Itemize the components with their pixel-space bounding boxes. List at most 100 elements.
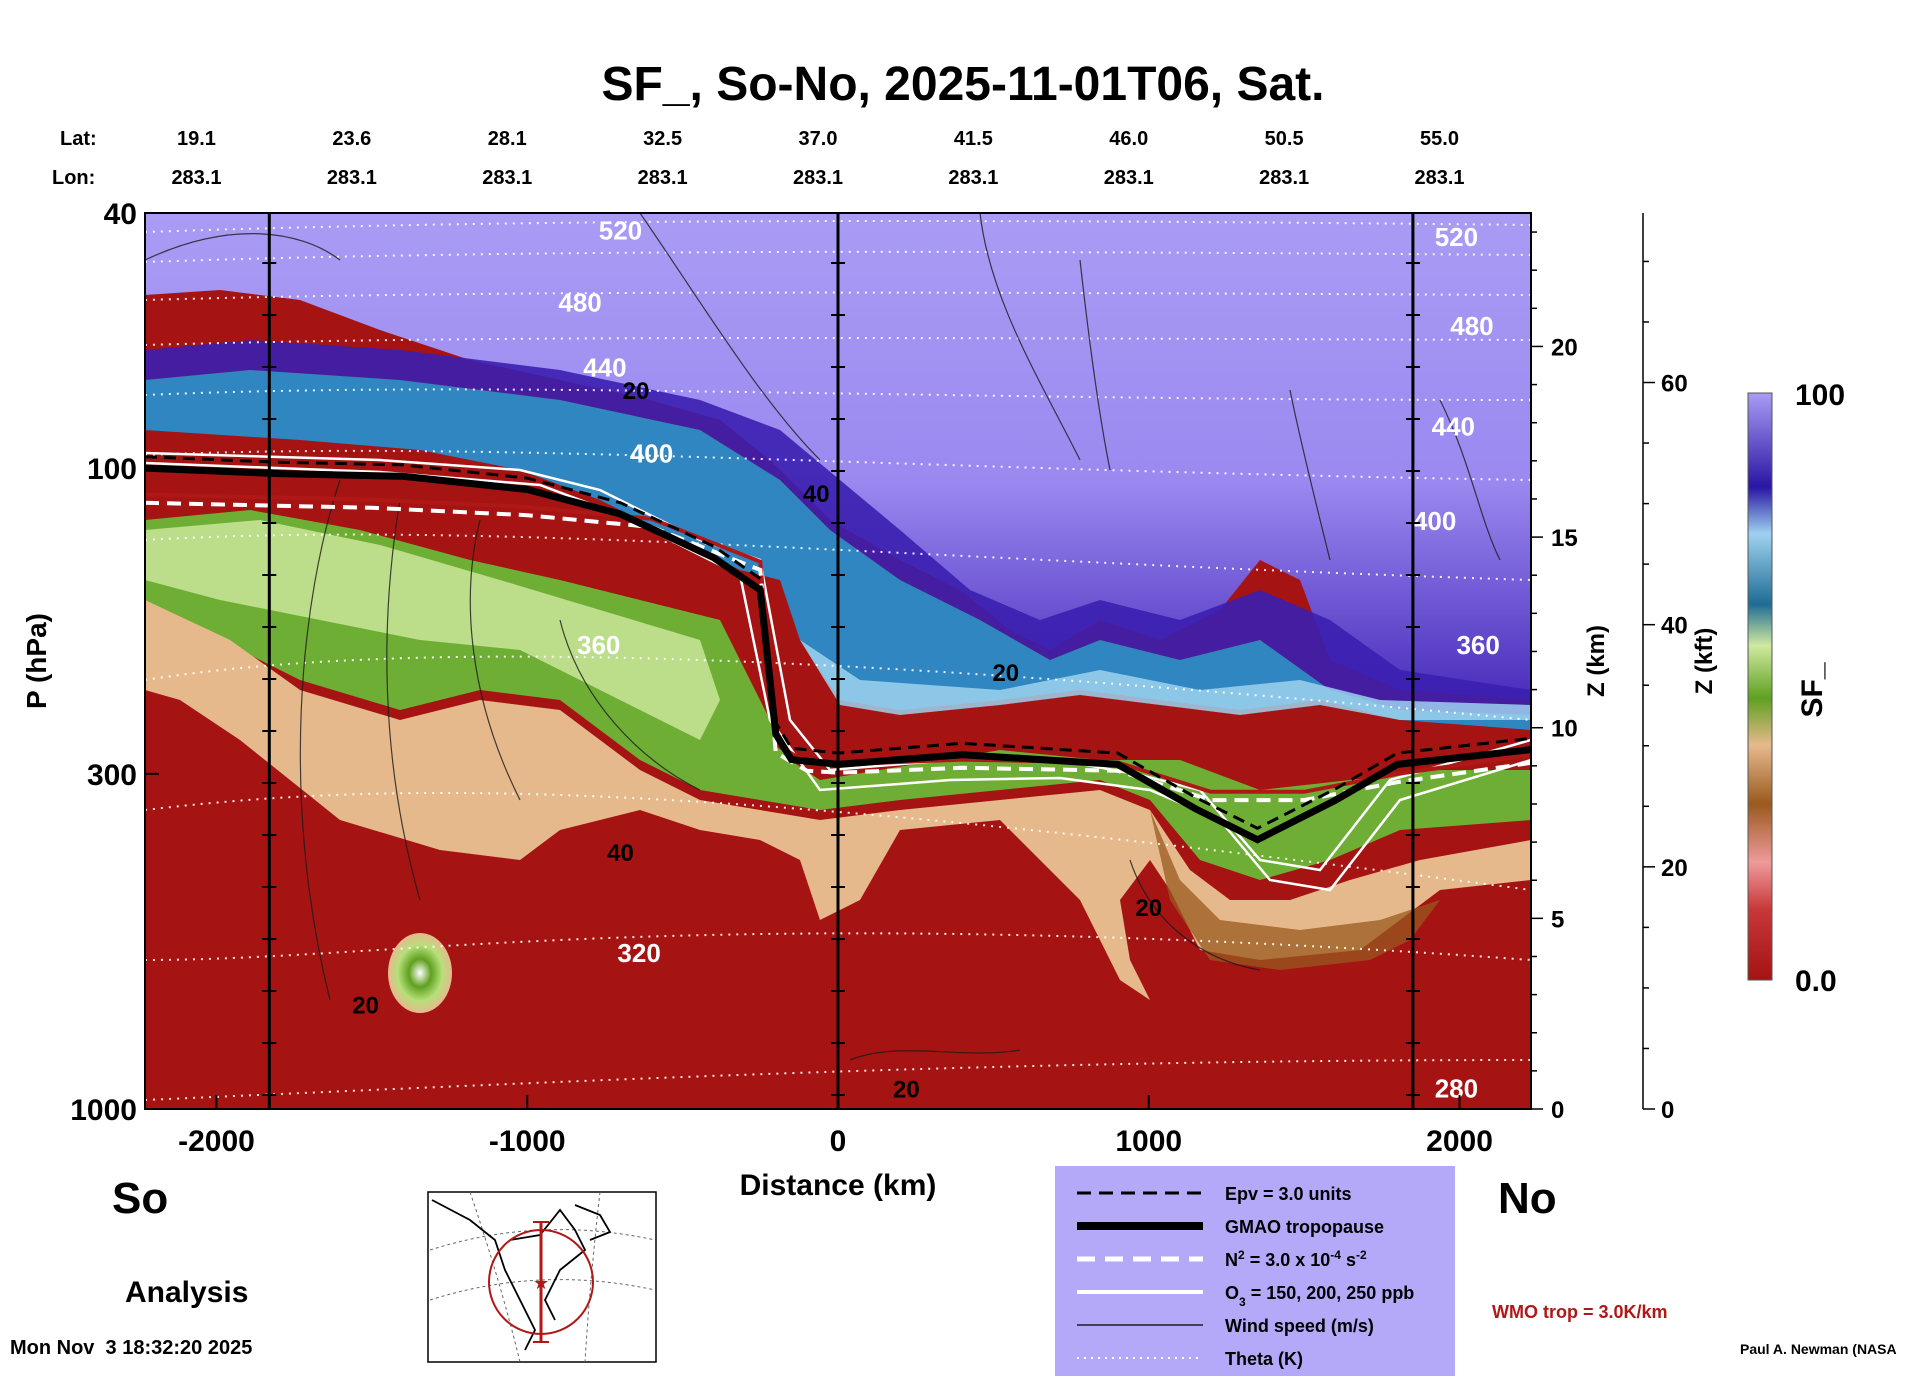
wind-line (145, 233, 341, 261)
colorbar-min-label: 0.0 (1795, 965, 1837, 998)
lon-tick-label: 283.1 (482, 167, 532, 189)
legend-label-part: = 3.0 x 10 (1245, 1250, 1331, 1270)
wmo-label: WMO trop = 3.0K/km (1492, 1302, 1668, 1322)
legend: Epv = 3.0 units GMAO tropopause N2 = 3.0 x… (1077, 1184, 1414, 1369)
ozone-line (145, 451, 1531, 872)
reference-lines (262, 213, 1420, 1109)
theta-contour-label: 480 (1450, 311, 1493, 341)
z-km-tick-label: 5 (1551, 906, 1564, 933)
z-kft-tick-label: 60 (1661, 371, 1688, 398)
z-kft-tick-label: 0 (1661, 1097, 1674, 1124)
lat-tick-label: 28.1 (488, 128, 527, 150)
lon-tick-label: 283.1 (793, 167, 843, 189)
theta-contour-label: 440 (583, 353, 626, 383)
z-km-tick-label: 0 (1551, 1097, 1564, 1124)
inset-map: ★ (427, 1191, 657, 1363)
y-axis-label: P (hPa) (21, 613, 52, 709)
south-label: So (112, 1174, 168, 1223)
theta-contour-label: 520 (1435, 222, 1478, 252)
z-kft-axis: 0 20 40 60 (1642, 213, 1688, 1124)
theta-contour-label: 280 (1435, 1074, 1478, 1104)
wind-contour-label: 20 (352, 993, 379, 1020)
legend-label-part: Theta (K) (1225, 1349, 1303, 1369)
lon-tick-label: 283.1 (1414, 167, 1464, 189)
x-tick-label: 2000 (1426, 1125, 1493, 1158)
z-km-axis: 0 5 10 15 20 (1530, 213, 1578, 1124)
theta-line (145, 932, 1531, 961)
ozone-line (145, 461, 1531, 892)
field-brown (1150, 810, 1440, 970)
legend-label: O3 = 150, 200, 250 ppb (1225, 1283, 1414, 1309)
wind-contour-label: 20 (992, 660, 1019, 687)
z-kft-tick-label: 40 (1661, 613, 1688, 640)
theta-contour-label: 480 (558, 288, 601, 318)
colorbar (1747, 392, 1773, 981)
legend-label-part: GMAO tropopause (1225, 1217, 1384, 1237)
legend-label-part: 3 (1239, 1295, 1246, 1309)
lat-tick-label: 32.5 (643, 128, 682, 150)
analysis-label: Analysis (125, 1276, 248, 1309)
wind-contour-label: 40 (803, 481, 830, 508)
y-tick-label: 40 (104, 198, 137, 231)
lon-tick-label: 283.1 (638, 167, 688, 189)
wind-line (559, 619, 701, 791)
legend-label-part: -4 (1330, 1248, 1341, 1262)
wind-contour-label: 40 (607, 840, 634, 867)
x-axis: -2000 -1000 0 1000 2000 (178, 1095, 1493, 1158)
ozone-contours (145, 451, 1531, 892)
wind-line (1129, 859, 1261, 971)
legend-label: Wind speed (m/s) (1225, 1316, 1374, 1336)
lat-tick-label: 50.5 (1265, 128, 1304, 150)
inset-map-center-star: ★ (533, 1273, 549, 1293)
wind-contours (145, 213, 1501, 1061)
lat-tick-label: 37.0 (799, 128, 838, 150)
x-tick-label: 1000 (1115, 1125, 1182, 1158)
theta-contour-label: 400 (630, 438, 673, 468)
x-tick-label: -2000 (178, 1125, 255, 1158)
lat-tick-label: 23.6 (332, 128, 371, 150)
x-tick-label: 0 (830, 1125, 847, 1158)
y-axis: 40 100 300 1000 (70, 198, 159, 1127)
field-light-green (145, 520, 720, 740)
lon-tick-label: 283.1 (1104, 167, 1154, 189)
lat-tick-label: 19.1 (177, 128, 216, 150)
theta-contour-label: 400 (1413, 506, 1456, 536)
wind-line (639, 213, 821, 461)
lon-tick-label: 283.1 (171, 167, 221, 189)
lon-label: Lon: (52, 167, 95, 189)
legend-label: Theta (K) (1225, 1349, 1303, 1369)
wind-line (849, 1049, 1021, 1061)
contour-labels: 20 20 40 40 20 20 20 520 480 440 400 360 320 520 480 44… (352, 216, 1500, 1104)
tropopause-lines (145, 455, 1531, 844)
legend-box (1055, 1166, 1455, 1376)
lat-lon-labels: 19.1 23.6 28.1 32.5 37.0 41.5 46.0 50.5 55.0 283.… (171, 128, 1464, 189)
wind-contour-label: 20 (893, 1077, 920, 1104)
wind-line (1439, 399, 1501, 561)
legend-label-part: Wind speed (m/s) (1225, 1316, 1374, 1336)
y-tick-label: 100 (87, 453, 137, 486)
wind-contour-label: 20 (623, 378, 650, 405)
z-kft-axis-label: Z (kft) (1691, 628, 1718, 695)
theta-line (145, 1059, 1531, 1101)
colorbar-max-label: 100 (1795, 379, 1845, 412)
legend-label: Epv = 3.0 units (1225, 1184, 1352, 1204)
wind-line (299, 479, 341, 1001)
lon-tick-label: 283.1 (327, 167, 377, 189)
x-tick-label: -1000 (489, 1125, 566, 1158)
lon-tick-label: 283.1 (948, 167, 998, 189)
wind-line (1289, 389, 1331, 561)
lon-tick-label: 283.1 (1259, 167, 1309, 189)
n2-line (145, 500, 1531, 803)
legend-label-part: -2 (1356, 1248, 1367, 1262)
z-km-tick-label: 15 (1551, 525, 1578, 552)
legend-label-part: 2 (1238, 1248, 1245, 1262)
field-blob (388, 933, 452, 1013)
theta-contour-label: 520 (599, 216, 642, 246)
legend-label-part: = 150, 200, 250 ppb (1246, 1283, 1415, 1303)
theta-contour-label: 320 (617, 938, 660, 968)
theta-contour-label: 360 (1456, 630, 1499, 660)
wind-line (1079, 259, 1111, 471)
z-km-tick-label: 20 (1551, 334, 1578, 361)
legend-label-part: N (1225, 1250, 1238, 1270)
